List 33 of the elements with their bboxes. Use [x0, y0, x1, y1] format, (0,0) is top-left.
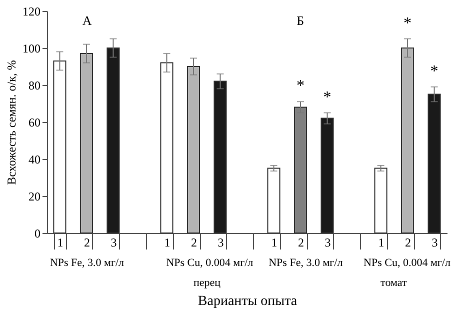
- text: перец: [193, 277, 221, 289]
- text: NPs Cu, 0.004 мг/л: [364, 257, 451, 269]
- x-tick-label: 3: [110, 236, 117, 250]
- x-tick-label: 2: [298, 236, 304, 250]
- y-tick-label: 80: [28, 78, 40, 92]
- y-tick-label: 120: [22, 4, 40, 18]
- text: томат: [380, 277, 407, 289]
- x-tick-label: 2: [405, 236, 412, 250]
- x-tick-label: 2: [190, 236, 197, 250]
- x-tick-label: 3: [324, 236, 331, 250]
- x-tick-label: 3: [218, 236, 224, 250]
- y-tick-label: 100: [22, 42, 40, 56]
- x-axis-title: Варианты опыта: [198, 294, 298, 309]
- annotation: *: [430, 62, 438, 80]
- annotation: *: [404, 14, 412, 32]
- text: NPs Cu, 0.004 мг/л: [166, 257, 254, 269]
- x-tick-label: 1: [164, 236, 170, 250]
- x-tick-label: 1: [378, 236, 384, 250]
- y-axis-title: Всхожесть семян. о/к, %: [4, 60, 18, 185]
- x-tick-label: 1: [271, 236, 278, 250]
- annotation: А: [82, 13, 92, 28]
- y-tick-label: 0: [34, 226, 40, 240]
- text: NPs Fe, 3.0 мг/л: [268, 257, 344, 269]
- x-tick-label: 2: [84, 236, 90, 250]
- text: NPs Fe, 3.0 мг/л: [50, 257, 125, 269]
- x-tick-label: 3: [432, 236, 438, 250]
- y-tick-label: 40: [28, 152, 40, 166]
- annotation: Б: [296, 13, 304, 28]
- x-tick-label: 1: [57, 236, 64, 250]
- y-tick-label: 20: [28, 190, 40, 204]
- y-tick-label: 60: [28, 116, 40, 130]
- annotation: *: [296, 78, 305, 95]
- annotation: *: [323, 88, 332, 106]
